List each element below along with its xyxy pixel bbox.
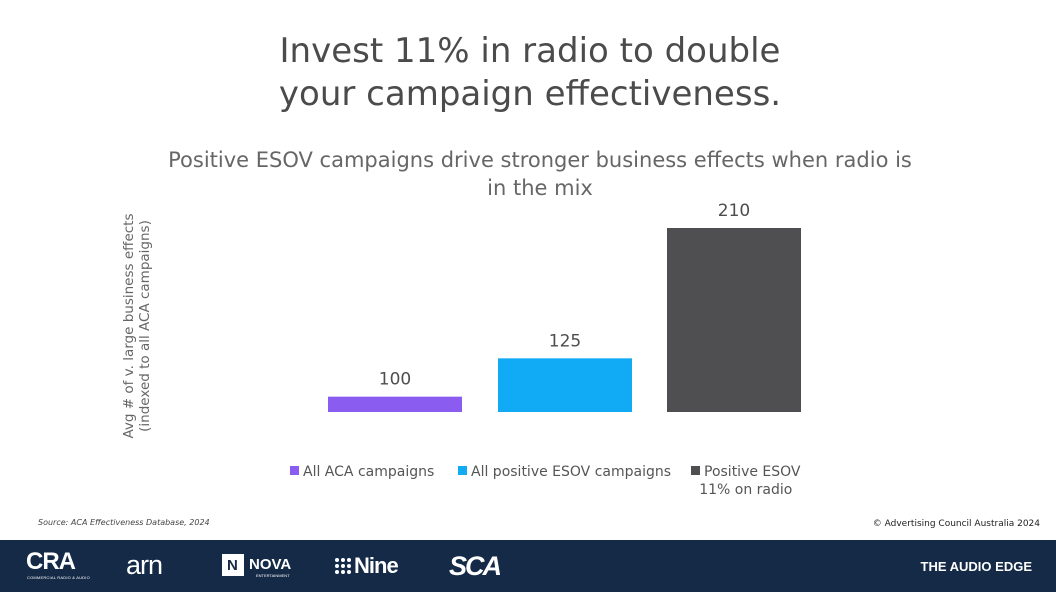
title-line-2: your campaign effectiveness. (278, 74, 782, 114)
bar-2 (498, 358, 632, 412)
bar-chart: 100 125 210 (328, 201, 801, 412)
title-line-1: Invest 11% in radio to double (279, 31, 781, 71)
legend-swatch (290, 466, 299, 475)
nine-dots-icon (335, 558, 351, 574)
sca-logo: SCA (449, 551, 502, 581)
source-note: Source: ACA Effectiveness Database, 2024 (38, 518, 210, 527)
bar-1 (328, 396, 462, 412)
legend-item-positive-esov: All positive ESOV campaigns (458, 463, 671, 481)
legend-item-all-aca: All ACA campaigns (290, 463, 434, 481)
legend-label: All positive ESOV campaigns (471, 464, 672, 480)
nova-logo-icon: N (222, 554, 244, 576)
legend-item-radio: Positive ESOV 11% on radio (691, 463, 801, 499)
bar-3 (667, 228, 801, 412)
data-label-2: 125 (549, 331, 581, 351)
page-title: Invest 11% in radio to double your campa… (150, 30, 910, 116)
legend-swatch (691, 466, 700, 475)
legend-label-line-2: 11% on radio (699, 482, 793, 498)
nine-logo: Nine (354, 553, 399, 578)
chart-title: Positive ESOV campaigns drive stronger b… (168, 148, 912, 200)
footer-bar: CRA COMMERCIAL RADIO & AUDIO arn N NOVA … (0, 540, 1056, 592)
audio-edge-logo: THE AUDIO EDGE (920, 559, 1032, 574)
nova-logo-subtext: ENTERTAINMENT (256, 573, 290, 578)
nova-logo: NOVA (249, 556, 292, 573)
legend-swatch (458, 466, 467, 475)
arn-logo: arn (126, 550, 163, 580)
data-label-3: 210 (718, 201, 750, 221)
legend-label: All ACA campaigns (303, 464, 435, 480)
cra-logo: CRA (26, 548, 76, 575)
copyright-note: © Advertising Council Australia 2024 (872, 519, 1040, 529)
legend-label: Positive ESOV (704, 464, 801, 480)
cra-logo-subtext: COMMERCIAL RADIO & AUDIO (27, 575, 90, 580)
data-label-1: 100 (379, 370, 411, 390)
